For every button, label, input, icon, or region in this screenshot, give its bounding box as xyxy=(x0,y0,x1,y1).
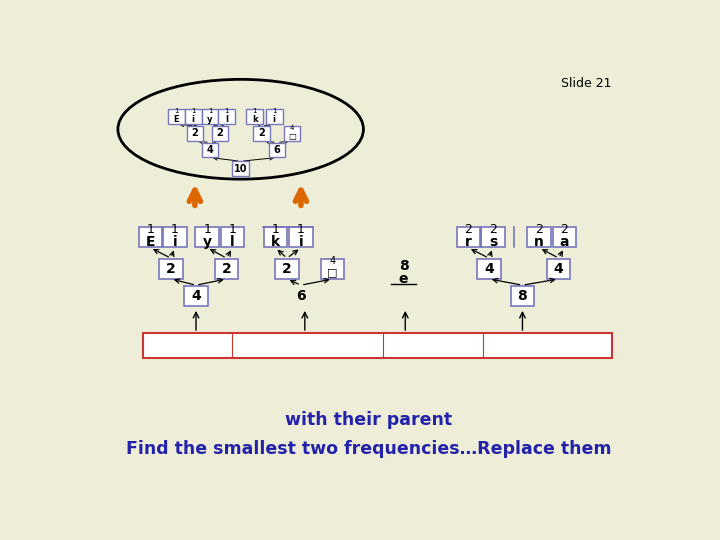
Bar xyxy=(552,227,576,247)
Text: 4: 4 xyxy=(207,145,213,155)
Bar xyxy=(215,259,238,279)
Text: 1: 1 xyxy=(208,109,212,114)
Text: 1: 1 xyxy=(271,224,279,237)
Text: e: e xyxy=(399,272,408,286)
Bar xyxy=(163,227,186,247)
Bar xyxy=(246,110,263,124)
Text: 1: 1 xyxy=(225,109,229,114)
Bar xyxy=(138,227,162,247)
Bar xyxy=(284,126,300,141)
Bar xyxy=(510,286,534,306)
Text: 2: 2 xyxy=(192,129,198,138)
Text: k: k xyxy=(271,234,280,248)
Text: 6: 6 xyxy=(296,288,306,302)
Bar xyxy=(185,110,202,124)
Text: 1: 1 xyxy=(191,109,196,114)
Text: □: □ xyxy=(328,268,338,278)
Text: k: k xyxy=(252,115,258,124)
Bar xyxy=(275,259,299,279)
Text: □: □ xyxy=(288,132,296,141)
Text: i: i xyxy=(273,115,276,124)
Text: 2: 2 xyxy=(535,224,543,237)
Text: 2: 2 xyxy=(560,224,568,237)
Text: 10: 10 xyxy=(234,164,248,174)
Bar xyxy=(321,259,344,279)
Text: 1: 1 xyxy=(252,109,257,114)
Text: E: E xyxy=(145,234,155,248)
Bar xyxy=(184,286,208,306)
Bar xyxy=(233,161,249,176)
Text: 1: 1 xyxy=(174,109,179,114)
Bar xyxy=(218,110,235,124)
Bar xyxy=(264,227,287,247)
Ellipse shape xyxy=(118,79,364,179)
Bar xyxy=(547,259,570,279)
Text: l: l xyxy=(230,234,235,248)
Bar xyxy=(202,110,218,124)
Text: 2: 2 xyxy=(222,261,232,275)
Text: i: i xyxy=(192,115,194,124)
Text: s: s xyxy=(489,234,497,248)
Bar xyxy=(195,227,219,247)
Text: 4: 4 xyxy=(290,125,294,131)
Bar xyxy=(202,143,218,157)
Text: 1: 1 xyxy=(203,224,211,237)
Text: 1: 1 xyxy=(297,224,305,237)
Text: 8: 8 xyxy=(399,259,408,273)
Text: 2: 2 xyxy=(217,129,223,138)
Text: 4: 4 xyxy=(191,288,201,302)
Bar xyxy=(477,259,500,279)
Bar xyxy=(143,333,612,358)
Text: Slide 21: Slide 21 xyxy=(561,77,612,90)
Bar xyxy=(186,126,203,141)
Bar xyxy=(168,110,185,124)
Text: 6: 6 xyxy=(274,145,280,155)
Text: 1: 1 xyxy=(228,224,236,237)
Text: with their parent: with their parent xyxy=(285,411,453,429)
Text: i: i xyxy=(173,234,177,248)
Bar xyxy=(220,227,244,247)
Text: 2: 2 xyxy=(282,261,292,275)
Text: 2: 2 xyxy=(464,224,472,237)
Bar xyxy=(269,143,285,157)
Text: E: E xyxy=(174,115,179,124)
Text: 4: 4 xyxy=(554,261,564,275)
Text: i: i xyxy=(299,234,303,248)
Text: 1: 1 xyxy=(171,224,179,237)
Text: 2: 2 xyxy=(166,261,176,275)
Text: 1: 1 xyxy=(146,224,154,237)
Text: 4: 4 xyxy=(330,256,336,266)
Text: n: n xyxy=(534,234,544,248)
Bar xyxy=(289,227,312,247)
Text: 2: 2 xyxy=(258,129,265,138)
Text: r: r xyxy=(465,234,472,248)
Bar xyxy=(481,227,505,247)
Text: y: y xyxy=(203,234,212,248)
Text: y: y xyxy=(207,115,212,124)
Bar xyxy=(212,126,228,141)
Bar xyxy=(159,259,183,279)
Text: l: l xyxy=(225,115,228,124)
Bar xyxy=(456,227,480,247)
Text: Find the smallest two frequencies…Replace them: Find the smallest two frequencies…Replac… xyxy=(126,441,612,458)
Text: 2: 2 xyxy=(489,224,497,237)
Bar xyxy=(266,110,282,124)
Bar xyxy=(528,227,551,247)
Bar xyxy=(253,126,270,141)
Text: 4: 4 xyxy=(484,261,494,275)
Text: 8: 8 xyxy=(518,288,527,302)
Text: 1: 1 xyxy=(272,109,276,114)
Text: a: a xyxy=(559,234,569,248)
